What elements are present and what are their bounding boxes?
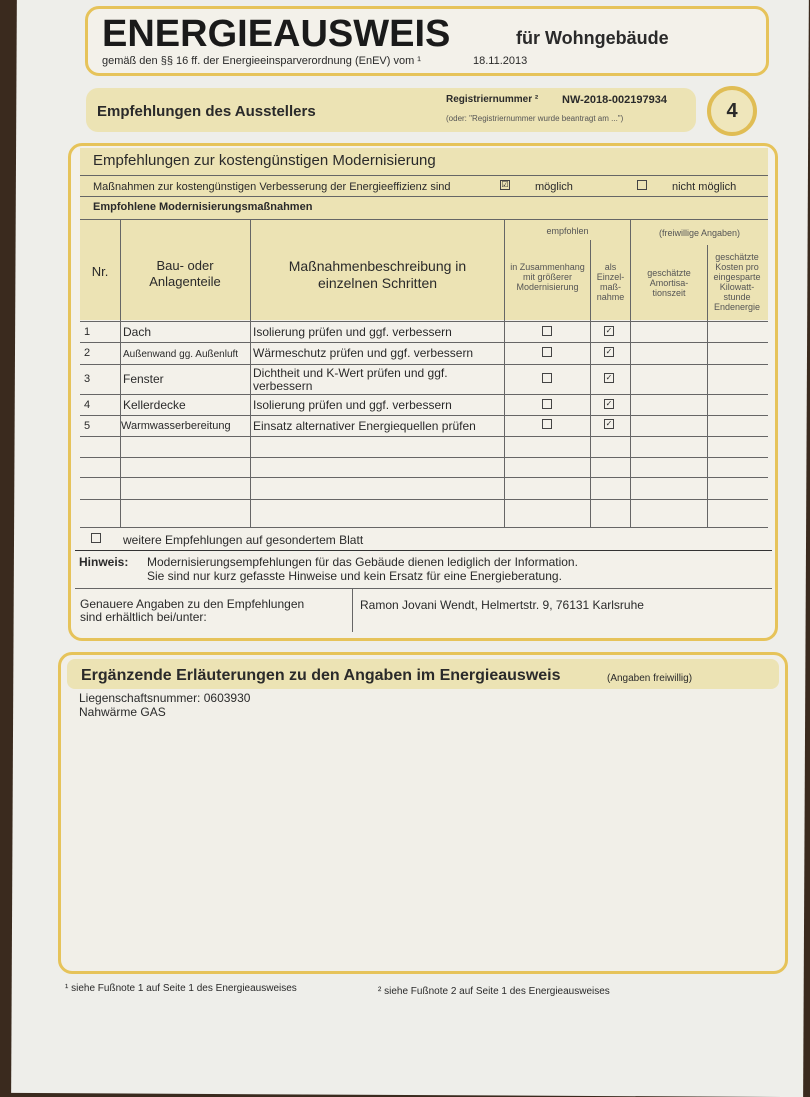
- row-part: Dach: [123, 325, 152, 339]
- row-part: Außenwand gg. Außenluft: [123, 349, 239, 360]
- notes-line-2: Nahwärme GAS: [79, 705, 166, 719]
- col-costs: geschätzte Kosten pro eingesparte Kilowa…: [713, 252, 761, 312]
- section-title: Empfehlungen des Ausstellers: [97, 103, 316, 120]
- contact-label-1: Genauere Angaben zu den Empfehlungen: [80, 597, 305, 611]
- single-checkbox[interactable]: ✓: [604, 399, 614, 409]
- row-description: Einsatz alternativer Energiequellen prüf…: [253, 419, 476, 433]
- registration-note: (oder: "Registriernummer wurde beantragt…: [446, 114, 624, 123]
- single-checkbox[interactable]: ✓: [604, 347, 614, 357]
- document-subtitle: gemäß den §§ 16 ff. der Energieeinsparve…: [102, 55, 421, 67]
- measures-text: Maßnahmen zur kostengünstigen Verbesseru…: [93, 181, 451, 193]
- col-optional: (freiwillige Angaben): [658, 228, 741, 238]
- col-in-context: in Zusammenhang mit größerer Modernisier…: [510, 262, 585, 292]
- footnote-1: ¹ siehe Fußnote 1 auf Seite 1 des Energi…: [65, 983, 297, 994]
- registration-number: NW-2018-002197934: [562, 94, 667, 106]
- recommended-title: Empfohlene Modernisierungsmaßnahmen: [93, 201, 313, 213]
- row-part: Fenster: [123, 372, 164, 386]
- contact-value: Ramon Jovani Wendt, Helmertstr. 9, 76131…: [360, 598, 644, 612]
- modernisation-title: Empfehlungen zur kostengünstigen Moderni…: [93, 152, 436, 169]
- not-possible-checkbox[interactable]: [637, 180, 647, 190]
- col-recommended: empfohlen: [546, 226, 589, 236]
- row-nr: 1: [84, 326, 91, 338]
- single-checkbox[interactable]: ✓: [604, 326, 614, 336]
- not-possible-label: nicht möglich: [672, 181, 737, 193]
- in-context-checkbox[interactable]: [542, 326, 552, 336]
- document-title: ENERGIEAUSWEIS: [102, 13, 451, 55]
- header-box: ENERGIEAUSWEIS für Wohngebäude gemäß den…: [85, 6, 769, 76]
- in-context-checkbox[interactable]: [542, 347, 552, 357]
- row-part: Warmwasserbereitung: [121, 420, 231, 432]
- table-header-area: [80, 148, 768, 320]
- notes-line-1: Liegenschaftsnummer: 0603930: [79, 691, 251, 705]
- in-context-checkbox[interactable]: [542, 419, 552, 429]
- col-nr: Nr.: [91, 264, 109, 279]
- notes-title: Ergänzende Erläuterungen zu den Angaben …: [81, 667, 561, 684]
- col-part: Bau- oder Anlagenteile: [149, 258, 221, 289]
- col-single: als Einzel-maß-nahme: [596, 262, 625, 302]
- footnote-2: ² siehe Fußnote 2 auf Seite 1 des Energi…: [378, 986, 610, 997]
- hint-label: Hinweis:: [79, 555, 129, 569]
- registration-label: Registriernummer ²: [446, 94, 539, 105]
- row-part: Kellerdecke: [123, 398, 186, 412]
- enev-date: 18.11.2013: [473, 55, 528, 67]
- in-context-checkbox[interactable]: [542, 399, 552, 409]
- document-title-suffix: für Wohngebäude: [516, 28, 669, 48]
- more-recommendations-checkbox[interactable]: [91, 533, 101, 543]
- row-description: Wärmeschutz prüfen und ggf. verbessern: [253, 346, 474, 360]
- possible-label: möglich: [535, 181, 573, 193]
- more-recommendations-label: weitere Empfehlungen auf gesondertem Bla…: [123, 533, 364, 547]
- row-nr: 3: [84, 373, 91, 385]
- notes-optional: (Angaben freiwillig): [607, 673, 693, 684]
- hint-text-2: Sie sind nur kurz gefasste Hinweise und …: [147, 569, 562, 583]
- row-description: Isolierung prüfen und ggf. verbessern: [253, 325, 452, 339]
- col-description: Maßnahmenbeschreibung in einzelnen Schri…: [288, 258, 467, 291]
- row-description: Dichtheit und K-Wert prüfen und ggf. ver…: [253, 366, 448, 393]
- row-nr: 5: [84, 420, 91, 432]
- notes-box: Ergänzende Erläuterungen zu den Angaben …: [58, 652, 788, 974]
- in-context-checkbox[interactable]: [542, 373, 552, 383]
- single-checkbox[interactable]: ✓: [604, 419, 614, 429]
- row-description: Isolierung prüfen und ggf. verbessern: [253, 398, 452, 412]
- single-checkbox[interactable]: ✓: [604, 373, 614, 383]
- hint-text-1: Modernisierungsempfehlungen für das Gebä…: [147, 555, 578, 569]
- row-nr: 4: [84, 399, 91, 411]
- page-number-badge: 4: [707, 86, 757, 136]
- section-header: Empfehlungen des Ausstellers Registriern…: [86, 88, 696, 132]
- col-amortisation: geschätzte Amortisa-tionszeit: [647, 268, 691, 298]
- contact-label-2: sind erhältlich bei/unter:: [80, 610, 207, 624]
- row-nr: 2: [84, 347, 91, 359]
- possible-checkbox[interactable]: ☑: [500, 180, 510, 190]
